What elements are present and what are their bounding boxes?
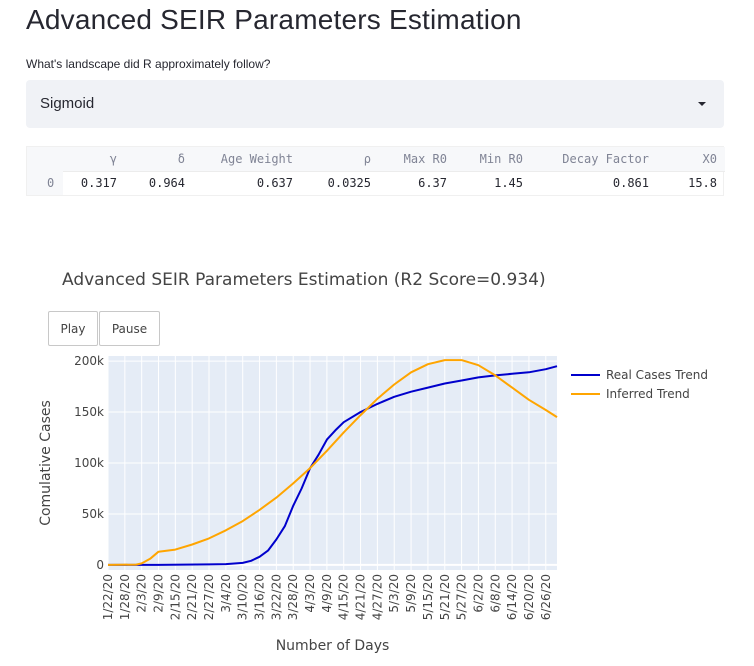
table-cell: 6.37: [379, 170, 455, 195]
x-tick-label: 5/9/20: [404, 574, 418, 613]
x-tick-label: 5/21/20: [438, 574, 452, 620]
select-label: What's landscape did R approximately fol…: [26, 57, 271, 71]
x-tick-label: 4/3/20: [303, 574, 317, 613]
x-tick-label: 3/22/20: [269, 574, 283, 620]
table-header: X0: [657, 147, 725, 171]
table-cell: 0.637: [193, 170, 301, 195]
y-tick-label: 150k: [74, 405, 104, 419]
x-tick-label: 6/2/20: [471, 574, 485, 613]
landscape-select[interactable]: Sigmoid: [26, 80, 724, 128]
table-header: Age Weight: [193, 147, 301, 171]
x-tick-label: 3/16/20: [253, 574, 267, 620]
table-row: 0 0.317 0.964 0.637 0.0325 6.37 1.45 0.8…: [27, 170, 725, 195]
x-tick-label: 2/9/20: [152, 574, 166, 613]
x-tick-label: 2/3/20: [135, 574, 149, 613]
x-tick-label: 1/22/20: [101, 574, 115, 620]
table-header: Min R0: [455, 147, 531, 171]
legend-label: Real Cases Trend: [606, 368, 708, 382]
table-header: Max R0: [379, 147, 455, 171]
x-tick-label: 5/3/20: [387, 574, 401, 613]
x-tick-label: 6/14/20: [505, 574, 519, 620]
y-tick-label: 0: [96, 558, 104, 572]
legend-label: Inferred Trend: [606, 387, 690, 401]
x-tick-label: 5/27/20: [455, 574, 469, 620]
x-tick-label: 2/21/20: [185, 574, 199, 620]
x-tick-label: 1/28/20: [118, 574, 132, 620]
x-tick-label: 4/15/20: [337, 574, 351, 620]
x-tick-label: 4/9/20: [320, 574, 334, 613]
x-tick-label: 3/28/20: [286, 574, 300, 620]
page-title: Advanced SEIR Parameters Estimation: [26, 4, 522, 35]
y-axis-title: Comulative Cases: [38, 400, 54, 526]
chevron-down-icon: [698, 102, 706, 106]
x-tick-label: 6/8/20: [488, 574, 502, 613]
table-header: [27, 147, 63, 171]
y-tick-label: 200k: [74, 354, 104, 368]
inferred-trend-line: [107, 359, 558, 566]
table-cell: 0.861: [531, 170, 657, 195]
x-tick-label: 3/4/20: [219, 574, 233, 613]
play-button[interactable]: Play: [48, 311, 98, 346]
x-tick-label: 4/21/20: [354, 574, 368, 620]
line-chart: 0 50k 100k 150k 200k 1/22/20 1/28/20 2/3/20 2/9/…: [38, 354, 708, 654]
table-header: Decay Factor: [531, 147, 657, 171]
select-value: Sigmoid: [40, 95, 95, 112]
table-cell: 1.45: [455, 170, 531, 195]
x-tick-label: 2/27/20: [202, 574, 216, 620]
table-cell: 0.317: [63, 170, 125, 195]
x-tick-label: 6/26/20: [539, 574, 553, 620]
x-tick-label: 5/15/20: [421, 574, 435, 620]
y-tick-label: 100k: [74, 456, 104, 470]
table-cell: 15.8: [657, 170, 725, 195]
pause-button[interactable]: Pause: [99, 311, 160, 346]
chart-title: Advanced SEIR Parameters Estimation (R2 …: [62, 270, 546, 290]
x-axis-title: Number of Days: [276, 638, 390, 654]
table-header-row: γ δ Age Weight ρ Max R0 Min R0 Decay Fac…: [27, 147, 725, 171]
parameters-table: γ δ Age Weight ρ Max R0 Min R0 Decay Fac…: [26, 146, 725, 196]
y-tick-label: 50k: [82, 507, 104, 521]
row-index: 0: [27, 171, 63, 195]
x-tick-label: 4/27/20: [370, 574, 384, 620]
real-cases-line: [108, 365, 558, 566]
table-header: δ: [125, 147, 193, 171]
table-cell: 0.0325: [301, 170, 379, 195]
x-tick-label: 3/10/20: [236, 574, 250, 620]
table-header: γ: [63, 147, 125, 171]
x-tick-label: 6/20/20: [522, 574, 536, 620]
table-cell: 0.964: [125, 170, 193, 195]
x-tick-label: 2/15/20: [168, 574, 182, 620]
table-header: ρ: [301, 147, 379, 171]
